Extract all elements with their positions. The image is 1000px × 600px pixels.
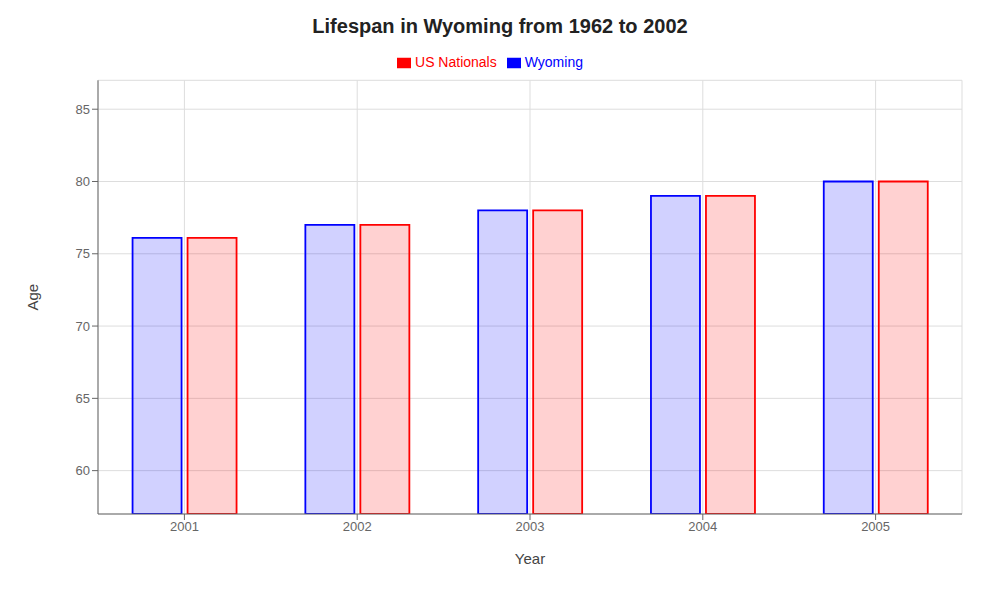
svg-text:2005: 2005 [861,519,890,534]
svg-text:65: 65 [76,391,90,406]
svg-text:85: 85 [76,102,90,117]
svg-text:60: 60 [76,463,90,478]
html-text:Wyoming: Wyoming [524,54,583,70]
svg-text:2002: 2002 [343,519,372,534]
html-text:US Nationals: US Nationals [415,54,497,70]
svg-text:Year: Year [515,550,545,567]
svg-text:80: 80 [76,174,90,189]
svg-text:2003: 2003 [516,519,545,534]
svg-text:Age: Age [24,284,41,311]
svg-text:2001: 2001 [170,519,199,534]
html-text:Lifespan in Wyoming from 1962: Lifespan in Wyoming from 1962 to 2002 [312,15,688,37]
svg-text:75: 75 [76,246,90,261]
svg-text:2004: 2004 [688,519,717,534]
svg-text:70: 70 [76,319,90,334]
